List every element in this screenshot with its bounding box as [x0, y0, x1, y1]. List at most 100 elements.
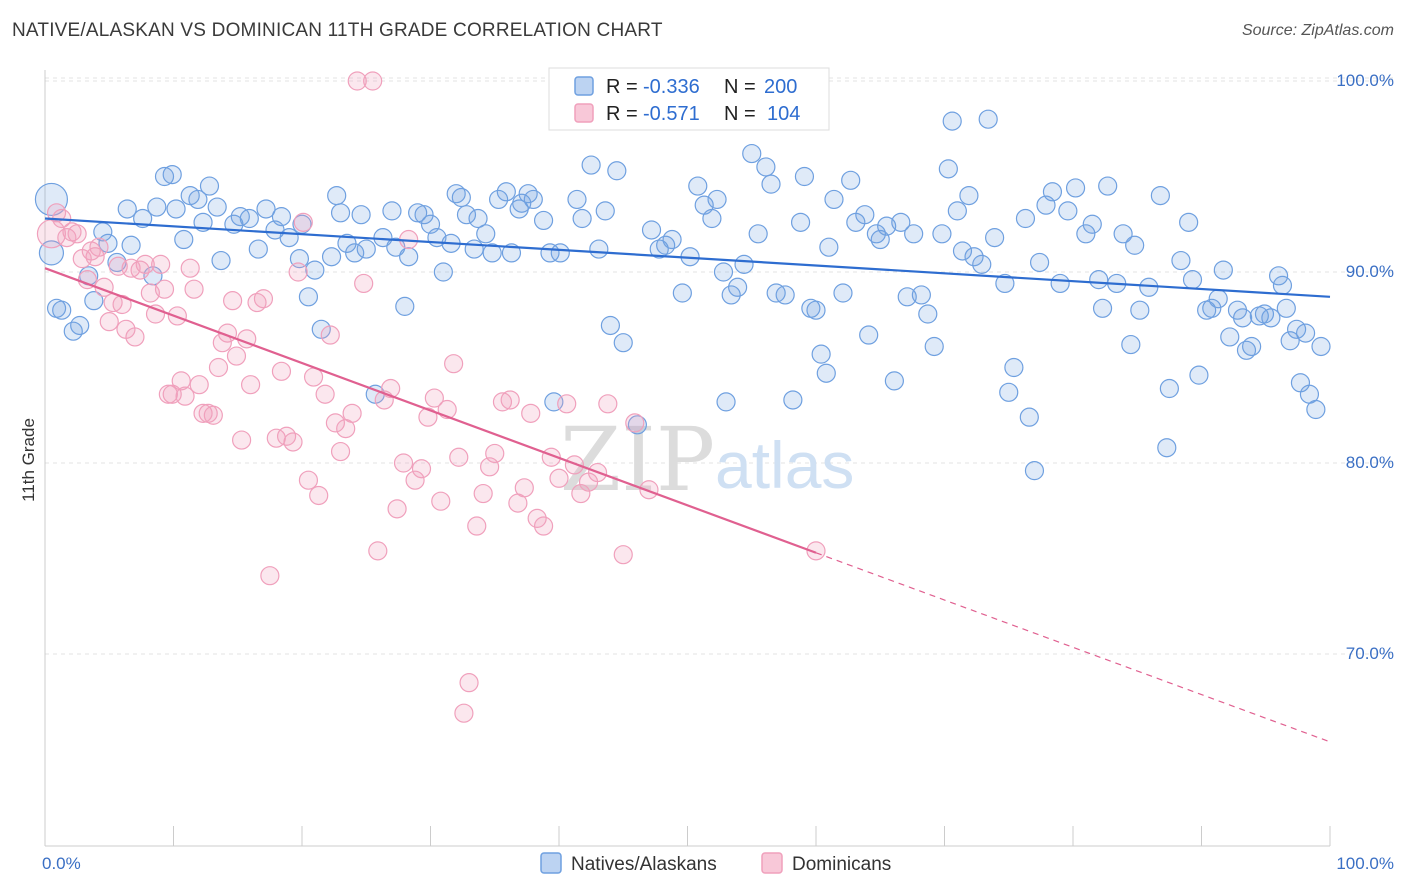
data-point: [492, 392, 513, 412]
legend-swatch-dominicans: [574, 103, 594, 123]
data-point: [806, 541, 826, 561]
data-point: [424, 388, 444, 408]
data-point: [1029, 252, 1050, 273]
data-point: [1179, 212, 1199, 232]
chart-title: NATIVE/ALASKAN VS DOMINICAN 11TH GRADE C…: [12, 20, 663, 41]
data-point: [1171, 250, 1191, 271]
data-point: [347, 71, 367, 91]
data-point: [70, 315, 90, 336]
y-tick-label-100: 100.0%: [1336, 71, 1394, 90]
y-tick-labels: 70.0% 80.0% 90.0% 100.0%: [1336, 71, 1394, 663]
data-point: [641, 220, 662, 240]
x-tick-label-max: 100.0%: [1336, 854, 1394, 873]
data-point: [1276, 298, 1296, 318]
legend-n-value-dominicans: 104: [767, 103, 800, 125]
bottom-legend-swatch-natives: [540, 852, 562, 874]
data-point: [716, 392, 736, 412]
trend-line-dominicans: [44, 267, 817, 554]
data-point: [891, 212, 911, 232]
data-point: [1261, 308, 1281, 328]
data-point: [1150, 186, 1170, 206]
data-point: [330, 203, 351, 223]
data-point: [330, 441, 351, 462]
data-point: [321, 247, 342, 267]
data-point: [533, 210, 554, 231]
data-point: [67, 224, 87, 244]
data-point: [354, 273, 374, 294]
series-points-1: [36, 71, 826, 723]
data-point: [904, 224, 924, 244]
data-point: [512, 193, 532, 213]
data-point: [734, 254, 754, 274]
data-point: [57, 228, 77, 248]
data-point: [253, 289, 274, 309]
data-point: [1280, 331, 1300, 351]
data-point: [473, 483, 493, 504]
data-point: [533, 516, 554, 536]
data-point: [356, 239, 376, 259]
data-point: [1306, 399, 1326, 420]
bottom-legend-label-natives: Natives/Alaskans: [571, 854, 717, 875]
data-point: [99, 312, 119, 332]
legend-r-label-natives: R =: [606, 76, 638, 98]
data-point: [688, 176, 708, 196]
data-point: [1220, 327, 1240, 347]
data-point: [431, 491, 451, 511]
data-point: [405, 470, 425, 490]
data-point: [446, 184, 466, 204]
data-point: [468, 208, 488, 229]
data-point: [226, 346, 247, 366]
data-point: [135, 254, 155, 274]
data-point: [395, 296, 415, 316]
data-point: [748, 224, 768, 244]
data-point: [1098, 176, 1118, 196]
y-tick-label-70: 70.0%: [1346, 644, 1394, 663]
data-point: [1113, 224, 1133, 244]
data-point: [662, 229, 682, 250]
data-point: [1236, 340, 1257, 360]
data-point: [382, 201, 402, 221]
data-point: [232, 430, 252, 450]
data-point: [459, 673, 479, 693]
trend-lines: [44, 217, 1331, 743]
x-tick-label-min: 0.0%: [42, 854, 81, 873]
data-point: [1233, 308, 1253, 328]
data-points: [34, 71, 1331, 723]
data-point: [489, 189, 509, 210]
data-point: [1082, 214, 1102, 234]
data-point: [806, 300, 826, 320]
data-point: [162, 164, 182, 185]
data-point: [140, 283, 160, 303]
data-point: [496, 182, 516, 202]
data-point: [89, 237, 109, 257]
data-point: [46, 298, 67, 318]
data-point: [1121, 334, 1141, 355]
data-point: [995, 273, 1015, 294]
data-point: [521, 403, 541, 423]
data-point: [125, 327, 145, 347]
data-point: [672, 283, 692, 303]
data-point: [279, 228, 299, 248]
watermark-zip: ZIP: [560, 408, 715, 511]
data-point: [518, 184, 538, 204]
data-point: [918, 304, 938, 324]
data-point: [117, 199, 137, 219]
data-point: [337, 233, 357, 253]
data-point: [527, 508, 547, 528]
data-point: [368, 541, 388, 561]
data-point: [1157, 438, 1177, 458]
data-point: [1015, 208, 1036, 229]
data-point: [320, 325, 340, 345]
data-point: [816, 363, 836, 383]
data-point: [824, 189, 844, 210]
data-point: [598, 394, 618, 414]
data-point: [456, 205, 477, 225]
data-point: [721, 285, 741, 305]
data-point: [564, 455, 585, 475]
data-point: [485, 443, 505, 464]
legend-swatch-natives: [574, 76, 594, 96]
data-point: [121, 235, 141, 255]
data-point: [130, 260, 150, 280]
data-point: [184, 279, 204, 299]
